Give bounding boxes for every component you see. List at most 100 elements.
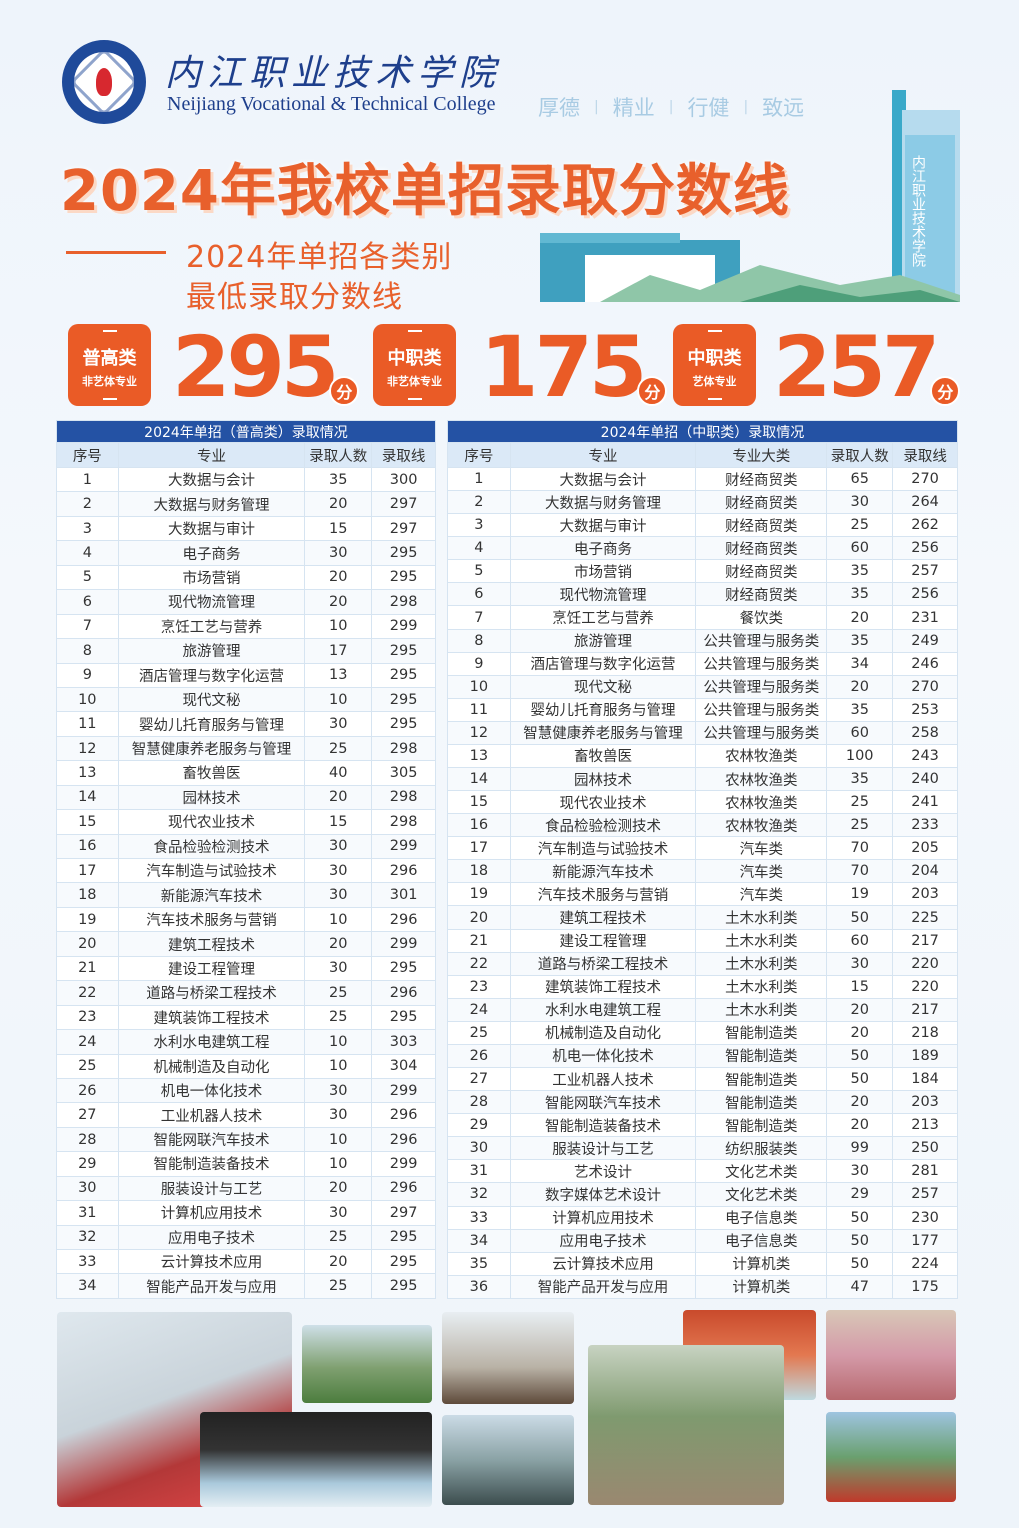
table-cell: 大数据与审计 bbox=[509, 513, 697, 538]
table-cell: 10 bbox=[304, 1126, 373, 1153]
table-cell: 30 bbox=[304, 1200, 373, 1226]
table-cell: 29 bbox=[447, 1113, 511, 1138]
table-cell: 27 bbox=[56, 1102, 119, 1128]
table-row: 13 畜牧兽医 农林牧渔类 100 243 bbox=[447, 743, 958, 769]
table-cell: 电子信息类 bbox=[695, 1228, 828, 1253]
table-cell: 食品检验检测技术 bbox=[117, 833, 306, 860]
table-row: 8 旅游管理 17 295 bbox=[56, 638, 436, 664]
table-row: 26 机电一体化技术 智能制造类 50 189 bbox=[447, 1043, 958, 1069]
table-cell: 12 bbox=[447, 720, 511, 745]
table-cell: 30 bbox=[447, 1136, 511, 1161]
table-cell: 249 bbox=[892, 628, 958, 653]
table-cell: 33 bbox=[447, 1205, 511, 1230]
table-cell: 现代文秘 bbox=[509, 674, 697, 699]
table-row: 29 智能制造装备技术 10 299 bbox=[56, 1151, 436, 1177]
table-cell: 智能制造类 bbox=[695, 1113, 828, 1138]
table-cell: 9 bbox=[447, 651, 511, 676]
table-cell: 100 bbox=[826, 743, 894, 769]
table-cell: 现代农业技术 bbox=[117, 809, 306, 835]
table-cell: 7 bbox=[56, 613, 119, 640]
table-row: 18 新能源汽车技术 30 301 bbox=[56, 882, 436, 908]
column-header: 序号 bbox=[447, 442, 511, 468]
table-row: 4 电子商务 财经商贸类 60 256 bbox=[447, 536, 958, 561]
table-cell: 智能产品开发与应用 bbox=[509, 1274, 697, 1299]
table-cell: 机械制造及自动化 bbox=[117, 1053, 306, 1079]
score-vocational-art: 257分 bbox=[773, 322, 961, 412]
table-cell: 16 bbox=[447, 813, 511, 838]
table-cell: 市场营销 bbox=[117, 564, 306, 591]
table-cell: 土木水利类 bbox=[695, 951, 828, 976]
table-cell: 新能源汽车技术 bbox=[509, 859, 697, 884]
table-cell: 土木水利类 bbox=[695, 905, 828, 930]
table-row: 4 电子商务 30 295 bbox=[56, 540, 436, 566]
table-cell: 10 bbox=[304, 1053, 373, 1079]
table-cell: 264 bbox=[892, 490, 958, 515]
table-cell: 6 bbox=[56, 589, 119, 615]
table-cell: 4 bbox=[56, 540, 119, 566]
table-cell: 35 bbox=[826, 559, 894, 584]
table-cell: 217 bbox=[892, 928, 958, 953]
table-cell: 30 bbox=[304, 882, 373, 908]
table-cell: 建筑工程技术 bbox=[509, 905, 697, 930]
table-cell: 财经商贸类 bbox=[695, 559, 828, 584]
table-cell: 296 bbox=[371, 1126, 436, 1153]
table-row: 10 现代文秘 10 295 bbox=[56, 686, 436, 713]
table-cell: 机械制造及自动化 bbox=[509, 1020, 697, 1045]
motto: 厚德 | 精业 | 行健 | 致远 bbox=[538, 92, 804, 122]
table-cell: 29 bbox=[56, 1151, 119, 1177]
badge-category: 中职类 bbox=[387, 348, 442, 369]
table-cell: 道路与桥梁工程技术 bbox=[509, 951, 697, 976]
table-cell: 计算机类 bbox=[695, 1274, 828, 1299]
score-value: 257 bbox=[773, 318, 940, 416]
table-cell: 18 bbox=[447, 859, 511, 884]
table-cell: 65 bbox=[826, 466, 894, 492]
table-cell: 水利水电建筑工程 bbox=[117, 1029, 306, 1055]
table-cell: 食品检验检测技术 bbox=[509, 813, 697, 838]
table-cell: 13 bbox=[447, 743, 511, 769]
table-cell: 184 bbox=[892, 1067, 958, 1092]
table-row: 32 数字媒体艺术设计 文化艺术类 29 257 bbox=[447, 1182, 958, 1207]
table-cell: 20 bbox=[304, 491, 373, 517]
table-row: 14 园林技术 农林牧渔类 35 240 bbox=[447, 767, 958, 792]
table-cell: 农林牧渔类 bbox=[695, 790, 828, 815]
table-cell: 公共管理与服务类 bbox=[695, 674, 828, 699]
table-row: 20 建筑工程技术 20 299 bbox=[56, 931, 436, 957]
table-cell: 217 bbox=[892, 997, 958, 1022]
table-cell: 25 bbox=[826, 813, 894, 838]
table-row: 3 大数据与审计 15 297 bbox=[56, 515, 436, 542]
football-photo bbox=[302, 1325, 432, 1403]
table-cell: 35 bbox=[447, 1251, 511, 1276]
table-cell: 数字媒体艺术设计 bbox=[509, 1182, 697, 1207]
table-row: 34 智能产品开发与应用 25 295 bbox=[56, 1273, 436, 1299]
table-row: 16 食品检验检测技术 30 299 bbox=[56, 833, 436, 860]
table-cell: 大数据与财务管理 bbox=[117, 491, 306, 517]
table-cell: 50 bbox=[826, 1251, 894, 1276]
table-cell: 189 bbox=[892, 1043, 958, 1069]
table-row: 26 机电一体化技术 30 299 bbox=[56, 1077, 436, 1104]
motto-word: 精业 bbox=[612, 96, 655, 120]
table-row: 9 酒店管理与数字化运营 公共管理与服务类 34 246 bbox=[447, 651, 958, 676]
table-cell: 224 bbox=[892, 1251, 958, 1276]
table-cell: 大数据与财务管理 bbox=[509, 490, 697, 515]
table-cell: 酒店管理与数字化运营 bbox=[509, 651, 697, 676]
table-cell: 35 bbox=[826, 628, 894, 653]
table-cell: 28 bbox=[447, 1090, 511, 1115]
table-cell: 60 bbox=[826, 536, 894, 561]
table-row: 15 现代农业技术 农林牧渔类 25 241 bbox=[447, 790, 958, 815]
table-cell: 28 bbox=[56, 1126, 119, 1153]
table-cell: 现代农业技术 bbox=[509, 790, 697, 815]
table-cell: 云计算技术应用 bbox=[117, 1248, 306, 1275]
table-cell: 34 bbox=[56, 1273, 119, 1299]
table-row: 13 畜牧兽医 40 305 bbox=[56, 760, 436, 786]
table-cell: 建筑工程技术 bbox=[117, 931, 306, 957]
subtitle-line1: 2024年单招各类别 bbox=[186, 240, 453, 275]
table-cell: 汽车类 bbox=[695, 859, 828, 884]
table-cell: 25 bbox=[826, 790, 894, 815]
table-cell: 大数据与审计 bbox=[117, 515, 306, 542]
table-cell: 9 bbox=[56, 662, 119, 688]
table-cell: 15 bbox=[304, 515, 373, 542]
table-cell: 工业机器人技术 bbox=[117, 1102, 306, 1128]
table-cell: 新能源汽车技术 bbox=[117, 882, 306, 908]
table-cell: 机电一体化技术 bbox=[117, 1077, 306, 1104]
table-row: 8 旅游管理 公共管理与服务类 35 249 bbox=[447, 628, 958, 653]
